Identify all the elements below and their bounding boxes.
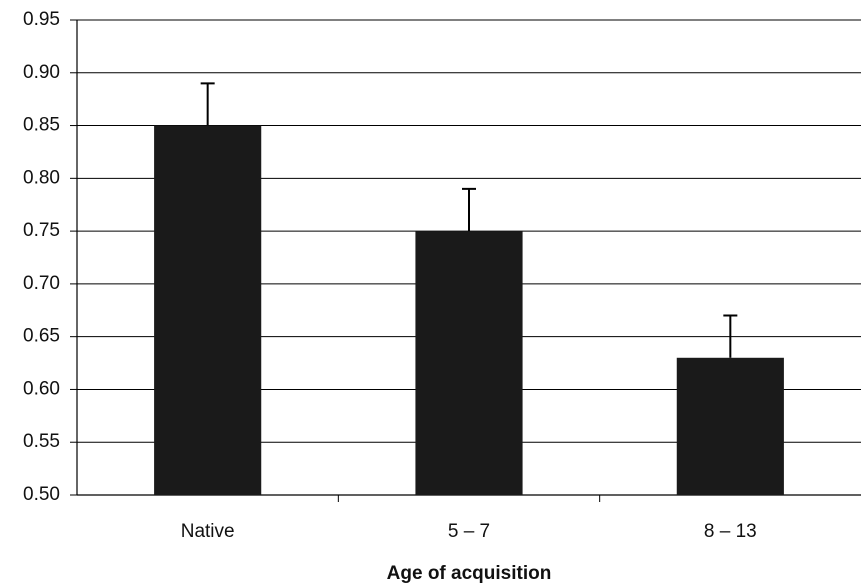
x-tick-label: 8 – 13 bbox=[704, 521, 757, 542]
y-tick-label: 0.50 bbox=[23, 484, 60, 505]
x-tick-label: 5 – 7 bbox=[448, 521, 490, 542]
y-tick-label: 0.75 bbox=[23, 220, 60, 241]
y-tick-label: 0.65 bbox=[23, 326, 60, 347]
y-tick-label: 0.95 bbox=[23, 9, 60, 30]
error-bar bbox=[200, 82, 215, 126]
y-tick-label: 0.85 bbox=[23, 115, 60, 136]
y-tick-label: 0.60 bbox=[23, 378, 60, 399]
y-tick-label: 0.90 bbox=[23, 62, 60, 83]
y-tick-label: 0.80 bbox=[23, 167, 60, 188]
bar bbox=[676, 357, 784, 495]
error-bar bbox=[723, 314, 738, 358]
bar bbox=[154, 125, 262, 496]
error-bar bbox=[462, 187, 476, 232]
x-tick-label: Native bbox=[181, 521, 235, 542]
bar bbox=[415, 231, 523, 495]
x-axis-title: Age of acquisition bbox=[387, 563, 552, 584]
y-tick-label: 0.70 bbox=[23, 273, 60, 294]
y-tick-label: 0.55 bbox=[23, 431, 60, 452]
